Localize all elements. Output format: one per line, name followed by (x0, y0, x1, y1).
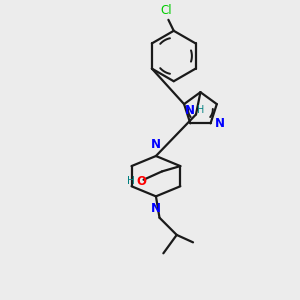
Text: H: H (128, 176, 135, 186)
Text: N: N (151, 138, 161, 151)
Text: N: N (185, 104, 195, 117)
Text: O: O (136, 175, 146, 188)
Text: N: N (151, 202, 161, 215)
Text: N: N (215, 117, 225, 130)
Text: H: H (197, 105, 204, 115)
Text: Cl: Cl (160, 4, 172, 17)
